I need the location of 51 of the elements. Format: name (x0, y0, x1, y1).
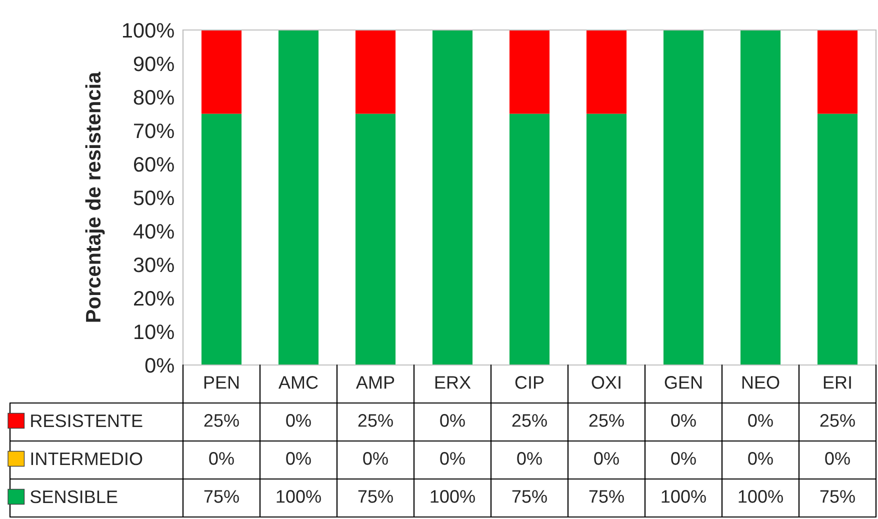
data-label: 0% (286, 452, 311, 465)
data-label: 100% (738, 490, 783, 503)
x-tick-label: PEN (204, 376, 239, 389)
data-label: 75% (589, 490, 624, 503)
data-label: 75% (820, 490, 855, 503)
data-label: 100% (276, 490, 321, 503)
y-tick-label: 70% (134, 124, 174, 138)
data-label: 25% (204, 414, 239, 427)
data-label: 0% (440, 452, 465, 465)
x-tick-label: NEO (742, 376, 780, 389)
data-label: 25% (512, 414, 547, 427)
x-tick-label: CIP (515, 376, 544, 389)
data-label: 25% (358, 414, 393, 427)
data-label: 75% (512, 490, 547, 503)
legend-label: INTERMEDIO (31, 452, 142, 466)
y-tick-label: 20% (134, 291, 174, 306)
x-tick-label: AMP (356, 376, 394, 389)
x-tick-label: GEN (664, 376, 702, 389)
data-label: 0% (517, 452, 542, 465)
y-tick-label: 90% (134, 56, 174, 72)
y-tick-label: 80% (134, 90, 174, 105)
data-label: 0% (671, 452, 696, 465)
y-tick-label: 30% (134, 258, 174, 272)
x-tick-label: OXI (592, 376, 620, 389)
data-label: 0% (363, 452, 388, 465)
data-label: 0% (825, 452, 850, 465)
x-tick-label: AMC (278, 376, 318, 389)
data-label: 0% (671, 414, 696, 427)
legend-label: RESISTENTE (31, 414, 142, 428)
y-tick-label: 60% (134, 157, 174, 172)
y-axis-title: Porcentaje de resistencia (85, 72, 105, 322)
data-label: 0% (748, 452, 773, 465)
data-label: 75% (358, 490, 393, 503)
data-label: 0% (440, 414, 465, 427)
y-tick-label: 0% (145, 358, 174, 373)
data-label: 25% (589, 414, 624, 427)
legend-label: SENSIBLE (30, 490, 118, 504)
data-label: 0% (286, 414, 311, 427)
data-label: 100% (662, 490, 706, 503)
data-label: 0% (748, 414, 773, 427)
y-tick-label: 40% (133, 224, 174, 239)
data-label: 75% (204, 490, 239, 503)
x-tick-label: ERX (435, 376, 471, 389)
y-tick-label: 10% (134, 324, 174, 340)
x-tick-label: ERI (824, 376, 851, 389)
y-tick-label: 50% (134, 190, 174, 206)
data-label: 0% (594, 452, 619, 465)
data-label: 100% (430, 490, 475, 503)
y-tick-label: 100% (122, 23, 174, 38)
data-label: 25% (820, 414, 855, 427)
data-label: 0% (209, 452, 234, 465)
